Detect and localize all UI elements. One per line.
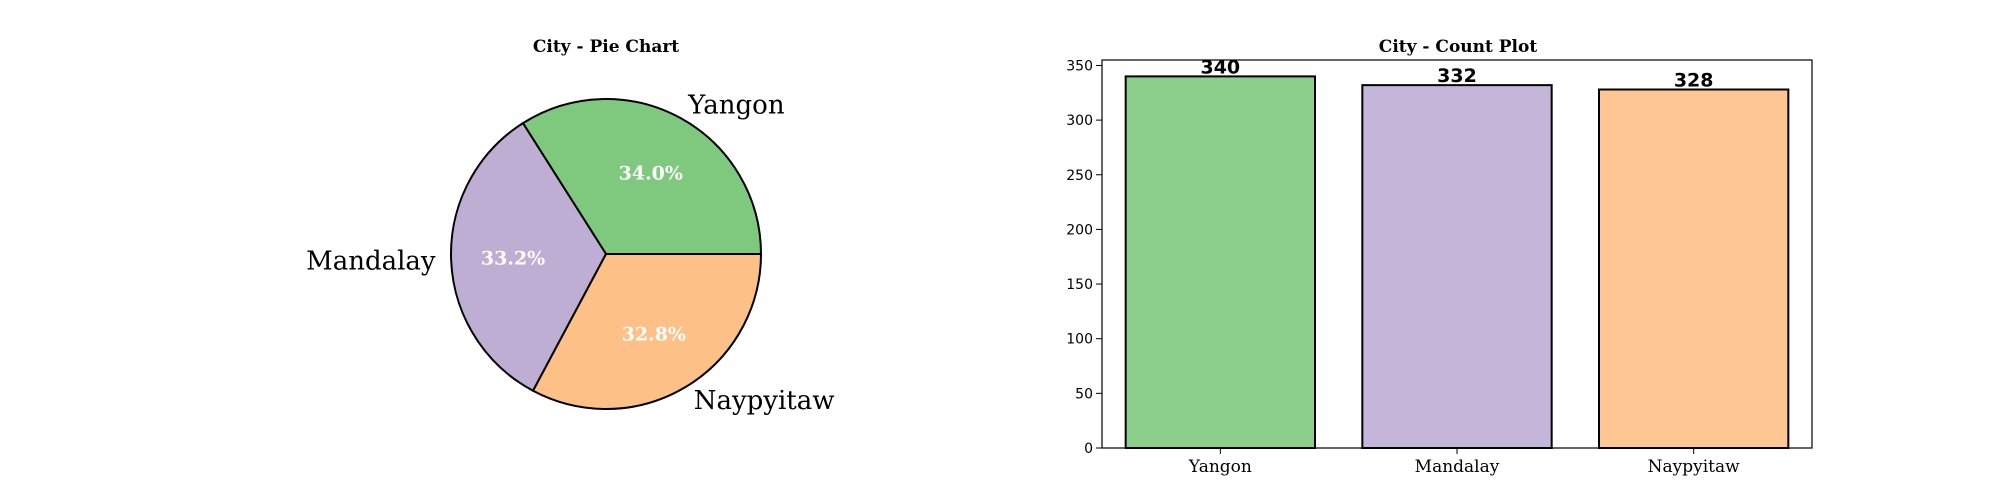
- y-tick-label: 350: [1066, 58, 1093, 74]
- y-tick-label: 150: [1066, 277, 1093, 293]
- pie-category-label: Yangon: [687, 91, 785, 121]
- plot-frame: [1101, 59, 1813, 449]
- pie-percent-label: 33.2%: [481, 248, 545, 270]
- pie-slice-mandalay: [450, 121, 608, 393]
- pie-category-label: Mandalay: [306, 246, 436, 276]
- bar-value-label: 340: [1200, 56, 1240, 78]
- bar-axes: 0 50 100 150 200 250 300 350 Yangon Mandalay Naypy…: [1066, 58, 1740, 477]
- pie-percent-label: 34.0%: [619, 163, 683, 185]
- bar-mandalay: [1361, 84, 1553, 449]
- bar-chart: City - Count Plot 0 50 100 150 200 250 300 350 Y…: [1066, 37, 1813, 477]
- y-tick-label: 300: [1066, 113, 1093, 129]
- bar-chart-title: City - Count Plot: [1379, 37, 1538, 57]
- bar-value-label: 332: [1437, 65, 1477, 87]
- bar-marks: 340 332 328: [1101, 56, 1813, 449]
- y-tick-label: 50: [1075, 386, 1093, 402]
- pie-percent-label: 32.8%: [622, 324, 686, 346]
- y-tick-label: 100: [1066, 332, 1093, 348]
- pie-category-label: Naypyitaw: [694, 386, 835, 416]
- pie-labels: 34.0% Yangon 33.2% Mandalay 32.8% Naypyitaw: [306, 91, 834, 417]
- x-tick-label: Mandalay: [1415, 457, 1500, 477]
- x-tick-label: Yangon: [1188, 457, 1252, 477]
- pie-chart-title: City - Pie Chart: [533, 37, 679, 57]
- bar-value-label: 328: [1674, 70, 1714, 92]
- pie-slice-naypyitaw: [531, 253, 763, 410]
- pie-chart: City - Pie Chart 34.0% Yangon 33.2% Mandala…: [306, 37, 834, 416]
- bar-yangon: [1124, 75, 1316, 449]
- x-tick-label: Naypyitaw: [1648, 457, 1741, 477]
- pie-slices: [450, 98, 763, 410]
- bar-naypyitaw: [1598, 88, 1790, 449]
- y-tick-label: 0: [1084, 441, 1093, 457]
- y-tick-label: 250: [1066, 168, 1093, 184]
- y-tick-label: 200: [1066, 222, 1093, 238]
